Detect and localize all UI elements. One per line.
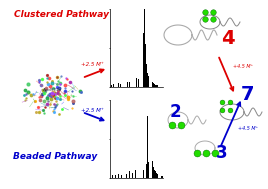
Bar: [148, 162, 149, 178]
Bar: [160, 175, 161, 178]
Bar: [145, 44, 146, 87]
Bar: [155, 85, 156, 87]
Bar: [148, 76, 149, 87]
Bar: [129, 82, 130, 87]
Bar: [127, 81, 128, 87]
Bar: [136, 78, 137, 87]
Bar: [126, 174, 127, 178]
Bar: [147, 116, 148, 178]
Text: 0: 0: [144, 45, 160, 65]
Bar: [122, 82, 123, 87]
Bar: [146, 164, 147, 178]
Bar: [156, 173, 157, 178]
Text: 2: 2: [169, 103, 181, 121]
Text: 7: 7: [240, 85, 254, 105]
Bar: [146, 64, 147, 87]
Text: +4.5 M⁺: +4.5 M⁺: [238, 126, 258, 131]
Bar: [161, 176, 162, 178]
Text: +2.5 M⁺: +2.5 M⁺: [81, 62, 103, 67]
Bar: [162, 176, 163, 178]
Bar: [154, 170, 155, 178]
Bar: [135, 170, 136, 178]
Bar: [111, 85, 112, 87]
Text: +4.5 M⁺: +4.5 M⁺: [233, 64, 253, 69]
Bar: [153, 83, 154, 87]
Bar: [154, 84, 155, 87]
Bar: [132, 173, 133, 178]
Bar: [120, 84, 121, 87]
Text: +2.5 M⁺: +2.5 M⁺: [81, 108, 103, 113]
Bar: [153, 167, 154, 178]
Text: Clustered Pathway: Clustered Pathway: [14, 10, 110, 19]
Text: 3: 3: [216, 144, 228, 162]
Bar: [115, 175, 116, 178]
Bar: [143, 170, 144, 178]
Bar: [118, 174, 119, 178]
Bar: [113, 84, 114, 87]
Bar: [144, 9, 145, 87]
Text: 4: 4: [221, 29, 235, 47]
Bar: [129, 171, 130, 178]
Bar: [155, 171, 156, 178]
Text: ApoMT1a: ApoMT1a: [42, 88, 62, 92]
Bar: [134, 81, 135, 87]
Bar: [147, 73, 148, 87]
Bar: [118, 83, 119, 87]
Text: 1: 1: [112, 119, 124, 137]
Bar: [112, 175, 113, 178]
Bar: [138, 171, 139, 178]
Bar: [138, 79, 139, 87]
Bar: [156, 85, 157, 87]
Text: Beaded Pathway: Beaded Pathway: [13, 152, 97, 161]
